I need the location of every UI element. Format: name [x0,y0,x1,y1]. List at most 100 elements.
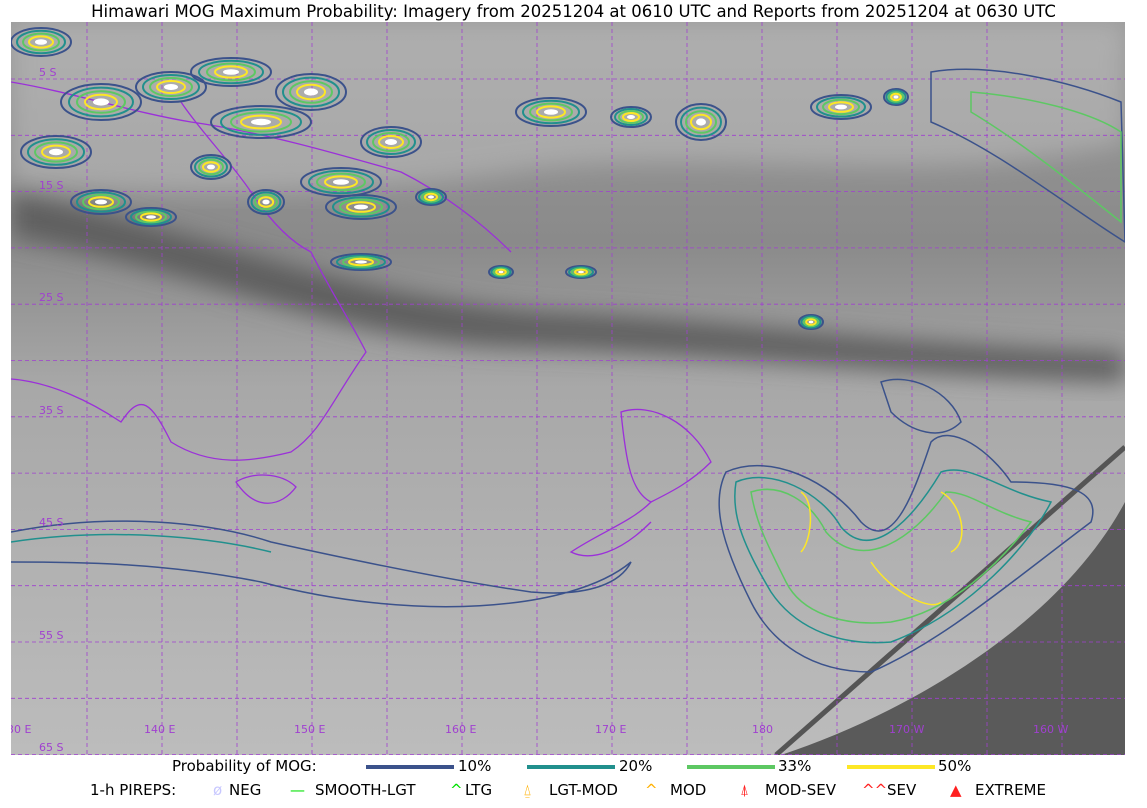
mog-contour-cell [893,95,899,99]
mog-contour-cell [11,27,72,57]
mog-contour-cell [808,320,814,324]
satellite-map: 5 S 15 S 25 S 35 S 45 S 55 S 65 S 130 E … [11,22,1125,755]
mog-contour-cell [135,71,207,103]
mog-contour-cell [696,118,706,126]
mog-contour-cell [680,106,722,138]
mog-contour-cell [332,196,390,218]
legend-label-50: 50% [938,757,972,775]
mog-contour-cell [304,88,318,96]
mog-contour-cell [60,83,142,121]
legend-label-33: 33% [778,757,812,775]
mog-contour-cell [330,253,392,271]
mog-contour-cell [49,148,63,156]
mog-contour-cell [339,198,383,216]
mog-contour-cell [800,315,822,329]
lon-label: 160 E [445,723,476,736]
lon-label: 140 E [144,723,175,736]
mog-contour-cell [495,268,507,276]
legend-swatch-10 [366,765,454,769]
slashed-circle-icon: ø [213,781,223,799]
mog-contour-cell [415,188,447,206]
mog-contour-cell [890,92,902,102]
mog-contour-cell [300,167,382,197]
mog-contour-cell [88,196,114,208]
mog-contour-cell [68,86,134,118]
mog-contour-cell [316,172,366,192]
mog-contour-cell [428,195,434,199]
mog-contour-cell [41,144,71,160]
mog-contour-cell [675,103,727,141]
mog-contour-cell [76,90,126,114]
lat-label: 15 S [39,179,63,192]
mog-contour-cell [230,111,292,133]
mog-contour-cell [146,215,156,219]
caret-bar-icon: ⍙ [523,781,533,799]
mog-contour-cell [22,32,60,52]
lat-label: 35 S [39,404,63,417]
mog-contour-cell [354,204,368,210]
lat-label: 25 S [39,291,63,304]
legend-label-20: 20% [619,757,653,775]
mog-contour-cell [254,193,278,211]
dash-icon: — [290,781,305,799]
pireps-legend-label: 1-h PIREPS: [90,781,177,799]
mog-contour-cell [333,179,349,185]
mog-contour-cell [156,80,186,94]
mog-contour-cell [282,76,340,108]
mog-contour-cell [84,93,118,111]
mog-contour-cell [325,194,397,220]
mog-contour-cell [627,115,635,119]
mog-contour-cell [421,191,441,203]
mog-contour-cell [536,105,566,119]
lon-label: 160 W [1033,723,1068,736]
mog-contour-cell [802,316,820,328]
mog-contour-cell [247,189,285,215]
mog-contour-cell [685,110,717,134]
mog-contour-cell [883,88,909,106]
double-caret-bar-icon: ⍋ [740,781,750,799]
mog-contour-cell [618,110,644,124]
mog-contour-cell [336,254,386,270]
mog-contour-cell [574,268,588,276]
mog-contour-cell [198,158,224,176]
lat-label: 45 S [39,516,63,529]
mog-contour-cell [810,94,872,120]
lat-label: 5 S [39,66,56,79]
mog-contour-cell [27,138,85,166]
mog-contour-cell [610,106,652,128]
convective-cells [11,27,909,330]
mog-contour-cell [125,207,177,227]
legend-label-10: 10% [458,757,492,775]
mog-contour-cell [342,256,380,268]
mog-contour-cell [355,260,367,264]
lon-label: 170 E [595,723,626,736]
mog-contour-cell [202,161,220,173]
mog-contour-cell [324,175,358,189]
legend-swatch-50 [847,765,935,769]
caret-icon: ^ [450,781,463,799]
mog-contour-cell [622,112,640,122]
mog-contour-cell [214,65,248,79]
mog-contour-cell [835,104,847,110]
mog-contour-cell [250,191,282,213]
mog-contour-cell [492,267,510,277]
lon-label: 130 E [11,723,31,736]
mog-contour-cell [93,98,109,106]
lon-label: 170 W [889,723,924,736]
mog-contour-cell [240,114,282,130]
grid-labels: 5 S 15 S 25 S 35 S 45 S 55 S 65 S 130 E … [11,66,1068,754]
mog-contour-cell [885,89,907,105]
mog-contour-cell [190,154,232,180]
mog-contour-cell [308,169,374,195]
pirep-legend-label: MOD-SEV [765,781,836,799]
mog-contour-cell [488,265,514,279]
caret-icon: ^ [645,781,658,799]
mog-contour-cell [418,189,444,205]
mog-contour-cell [251,118,271,126]
mog-contour-cell [220,108,302,136]
pirep-legend-label: SMOOTH-LGT [315,781,416,799]
mog-contour-cell [378,135,404,149]
mog-contour-cell [207,164,215,170]
probability-legend-label: Probability of MOG: [172,757,317,775]
mog-contour-cell [206,62,256,82]
